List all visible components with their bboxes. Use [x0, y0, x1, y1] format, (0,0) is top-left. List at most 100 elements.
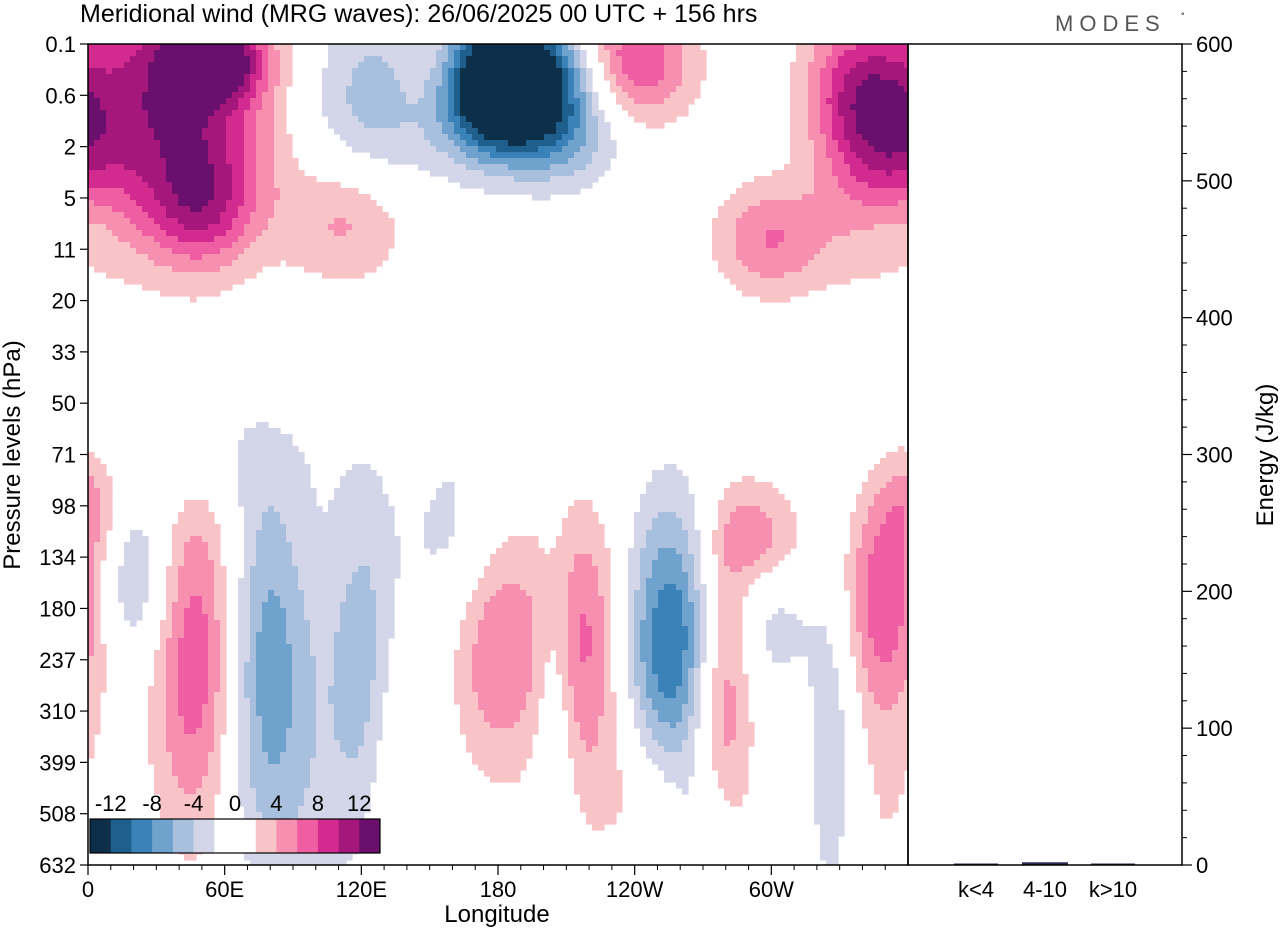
heatmap-cell — [220, 176, 227, 183]
heatmap-cell — [892, 224, 899, 231]
heatmap-cell — [796, 254, 803, 261]
heatmap-cell — [220, 104, 227, 111]
heatmap-cell — [208, 284, 215, 291]
heatmap-cell — [484, 50, 491, 57]
heatmap-cell — [250, 554, 257, 561]
heatmap-cell — [538, 98, 545, 105]
heatmap-cell — [550, 158, 557, 165]
heatmap-cell — [136, 212, 143, 219]
heatmap-cell — [340, 134, 347, 141]
heatmap-cell — [538, 104, 545, 111]
heatmap-cell — [424, 98, 431, 105]
heatmap-cell — [850, 50, 857, 57]
heatmap-cell — [394, 116, 401, 123]
heatmap-cell — [898, 452, 905, 459]
heatmap-cell — [232, 188, 239, 195]
heatmap-cell — [478, 98, 485, 105]
heatmap-cell — [574, 152, 581, 159]
heatmap-cell — [862, 194, 869, 201]
heatmap-cell — [154, 62, 161, 69]
heatmap-cell — [880, 116, 887, 123]
heatmap-cell — [262, 86, 269, 93]
heatmap-cell — [262, 176, 269, 183]
heatmap-cell — [376, 110, 383, 117]
heatmap-cell — [160, 110, 167, 117]
heatmap-cell — [772, 296, 779, 303]
heatmap-cell — [850, 146, 857, 153]
heatmap-cell — [766, 212, 773, 219]
heatmap-cell — [592, 134, 599, 141]
heatmap-cell — [328, 206, 335, 213]
heatmap-cell — [268, 218, 275, 225]
heatmap-cell — [466, 50, 473, 57]
heatmap-cell — [736, 206, 743, 213]
heatmap-cell — [484, 92, 491, 99]
heatmap-cell — [736, 512, 743, 519]
heatmap-cell — [886, 128, 893, 135]
heatmap-cell — [862, 176, 869, 183]
heatmap-cell — [778, 500, 785, 507]
heatmap-cell — [196, 128, 203, 135]
heatmap-cell — [664, 506, 671, 513]
heatmap-cell — [454, 152, 461, 159]
heatmap-cell — [802, 110, 809, 117]
heatmap-cell — [856, 260, 863, 267]
heatmap-cell — [100, 482, 107, 489]
heatmap-cell — [688, 98, 695, 105]
heatmap-cell — [688, 554, 695, 561]
heatmap-cell — [442, 536, 449, 543]
heatmap-cell — [676, 56, 683, 63]
heatmap-cell — [238, 50, 245, 57]
heatmap-cell — [904, 248, 908, 255]
heatmap-cell — [508, 110, 515, 117]
heatmap-cell — [322, 98, 329, 105]
heatmap-cell — [556, 56, 563, 63]
heatmap-cell — [358, 86, 365, 93]
heatmap-cell — [232, 242, 239, 249]
heatmap-cell — [790, 140, 797, 147]
heatmap-cell — [574, 506, 581, 513]
heatmap-cell — [94, 74, 101, 81]
heatmap-cell — [208, 170, 215, 177]
heatmap-cell — [106, 488, 113, 495]
heatmap-cell — [700, 56, 707, 63]
heatmap-cell — [154, 236, 161, 243]
heatmap-cell — [802, 188, 809, 195]
heatmap-cell — [880, 260, 887, 267]
heatmap-cell — [820, 92, 827, 99]
heatmap-cell — [802, 254, 809, 261]
heatmap-cell — [670, 518, 677, 525]
heatmap-cell — [478, 92, 485, 99]
heatmap-cell — [124, 218, 131, 225]
heatmap-cell — [748, 542, 755, 549]
heatmap-cell — [484, 110, 491, 117]
heatmap-cell — [136, 224, 143, 231]
heatmap-cell — [124, 128, 131, 135]
heatmap-cell — [712, 242, 719, 249]
heatmap-cell — [646, 554, 653, 561]
heatmap-cell — [376, 62, 383, 69]
heatmap-cell — [790, 236, 797, 243]
heatmap-cell — [652, 536, 659, 543]
heatmap-cell — [436, 98, 443, 105]
heatmap-cell — [658, 536, 665, 543]
heatmap-cell — [670, 476, 677, 483]
heatmap-cell — [94, 206, 101, 213]
heatmap-cell — [136, 530, 143, 537]
heatmap-cell — [244, 62, 251, 69]
heatmap-cell — [868, 86, 875, 93]
heatmap-cell — [562, 518, 569, 525]
heatmap-cell — [382, 542, 389, 549]
heatmap-cell — [820, 164, 827, 171]
heatmap-cell — [658, 122, 665, 129]
heatmap-cell — [904, 128, 908, 135]
heatmap-cell — [112, 158, 119, 165]
heatmap-cell — [862, 152, 869, 159]
heatmap-cell — [604, 146, 611, 153]
heatmap-cell — [352, 224, 359, 231]
heatmap-cell — [334, 182, 341, 189]
heatmap-cell — [850, 98, 857, 105]
heatmap-cell — [346, 116, 353, 123]
heatmap-cell — [202, 254, 209, 261]
heatmap-cell — [808, 206, 815, 213]
